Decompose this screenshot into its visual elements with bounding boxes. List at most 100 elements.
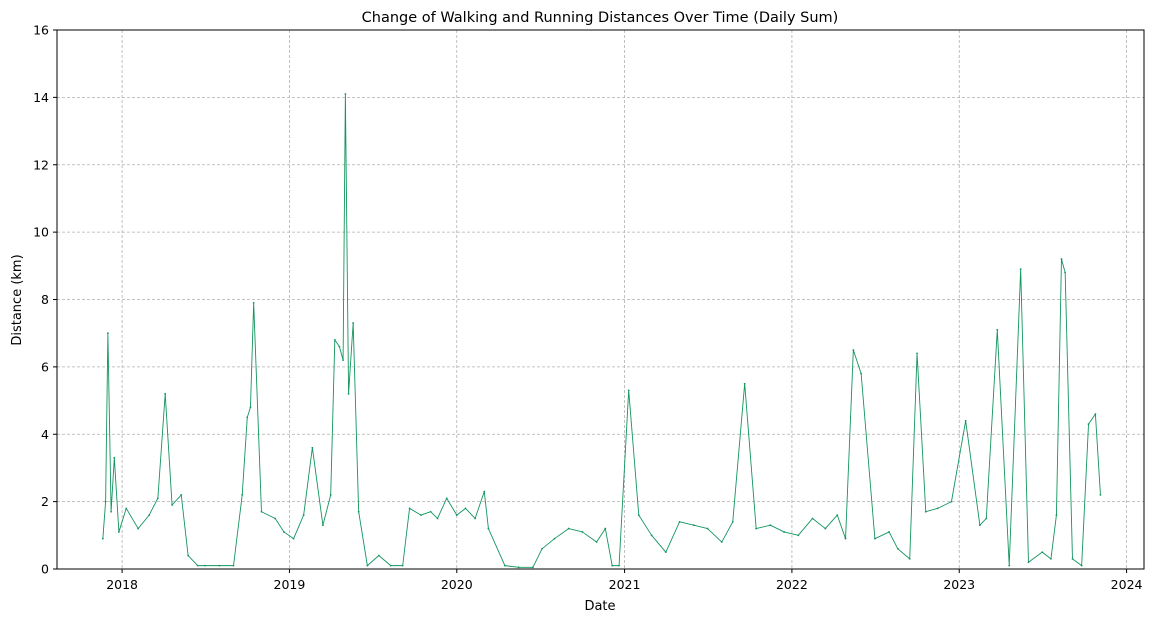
data-point <box>344 93 347 95</box>
data-point <box>618 564 620 567</box>
data-point <box>1080 564 1083 567</box>
data-point <box>429 510 432 513</box>
data-point <box>755 527 758 530</box>
data-point <box>1087 423 1090 426</box>
data-point <box>852 349 855 351</box>
y-tick-label: 6 <box>41 359 49 374</box>
data-point <box>474 517 477 520</box>
data-point <box>283 531 285 533</box>
data-point <box>1041 551 1044 554</box>
data-point <box>916 352 918 355</box>
data-point <box>110 510 112 513</box>
data-point <box>156 497 159 500</box>
x-tick-label: 2019 <box>274 577 306 592</box>
data-point <box>464 507 467 510</box>
x-tick-label: 2018 <box>106 577 138 592</box>
data-point <box>1055 514 1058 516</box>
data-point <box>1060 258 1063 260</box>
x-tick-label: 2020 <box>441 577 473 592</box>
data-point <box>743 382 746 385</box>
data-point <box>333 339 336 341</box>
data-point <box>187 554 190 557</box>
data-point <box>366 564 369 567</box>
data-point <box>1071 557 1074 560</box>
data-point <box>504 564 506 567</box>
data-point <box>274 517 277 520</box>
data-point <box>101 537 104 540</box>
y-tick-label: 14 <box>33 90 49 105</box>
data-point <box>844 537 847 540</box>
data-point <box>106 332 109 335</box>
y-axis-label: Distance (km) <box>10 254 25 345</box>
data-point <box>896 547 899 550</box>
y-tick-label: 12 <box>33 157 49 172</box>
data-point <box>836 514 839 516</box>
data-point <box>824 527 827 530</box>
data-point <box>357 510 360 513</box>
data-point <box>104 500 107 503</box>
chart-title: Change of Walking and Running Distances … <box>362 10 839 26</box>
data-point <box>113 456 116 459</box>
data-point <box>338 345 341 348</box>
data-point <box>553 537 556 540</box>
x-tick-label: 2023 <box>943 577 975 592</box>
data-point <box>964 419 967 422</box>
data-point <box>117 531 120 533</box>
data-point <box>611 564 614 567</box>
data-point <box>678 520 681 523</box>
x-tick-label: 2024 <box>1111 577 1143 592</box>
data-point <box>541 547 543 550</box>
plot-area <box>101 93 1102 569</box>
data-point <box>232 564 235 567</box>
data-point <box>950 500 953 503</box>
data-point <box>204 564 206 567</box>
x-axis: 2018 2019 2020 2021 2022 2023 2024 <box>106 569 1143 592</box>
data-point <box>1027 561 1030 564</box>
data-point <box>125 507 128 510</box>
data-point <box>797 534 800 537</box>
data-point <box>567 527 570 530</box>
data-point <box>1019 268 1022 271</box>
x-axis-label: Date <box>584 599 615 614</box>
data-point <box>252 301 255 304</box>
data-point <box>627 389 630 392</box>
data-point <box>517 566 520 569</box>
data-point <box>436 517 439 520</box>
data-point <box>171 504 173 506</box>
data-point <box>1064 271 1067 274</box>
data-point <box>924 510 927 513</box>
data-point <box>455 514 458 516</box>
data-point <box>581 531 584 533</box>
grid <box>57 29 1144 570</box>
data-point <box>164 392 167 395</box>
data-point <box>637 514 640 516</box>
data-point <box>329 493 332 496</box>
data-point <box>249 406 252 409</box>
data-point <box>604 527 607 530</box>
data-point <box>1094 413 1097 415</box>
data-point <box>352 322 355 324</box>
data-point <box>487 527 490 530</box>
data-point <box>483 490 486 493</box>
y-tick-label: 2 <box>41 494 49 509</box>
x-tick-label: 2021 <box>609 577 641 592</box>
data-point <box>137 527 140 530</box>
axes-frame <box>56 29 1145 570</box>
data-point <box>888 531 890 533</box>
data-point <box>180 493 183 496</box>
data-point <box>445 497 448 500</box>
data-point <box>342 359 344 362</box>
data-point <box>996 328 999 331</box>
data-point <box>148 514 151 516</box>
data-point <box>985 517 988 520</box>
data-point <box>595 541 598 543</box>
x-tick-label: 2022 <box>776 577 808 592</box>
data-point <box>531 566 534 569</box>
y-tick-label: 16 <box>33 23 49 38</box>
data-point <box>196 564 199 567</box>
data-point <box>873 537 876 540</box>
data-point <box>650 534 653 537</box>
data-point <box>260 510 263 513</box>
data-point <box>302 514 305 516</box>
